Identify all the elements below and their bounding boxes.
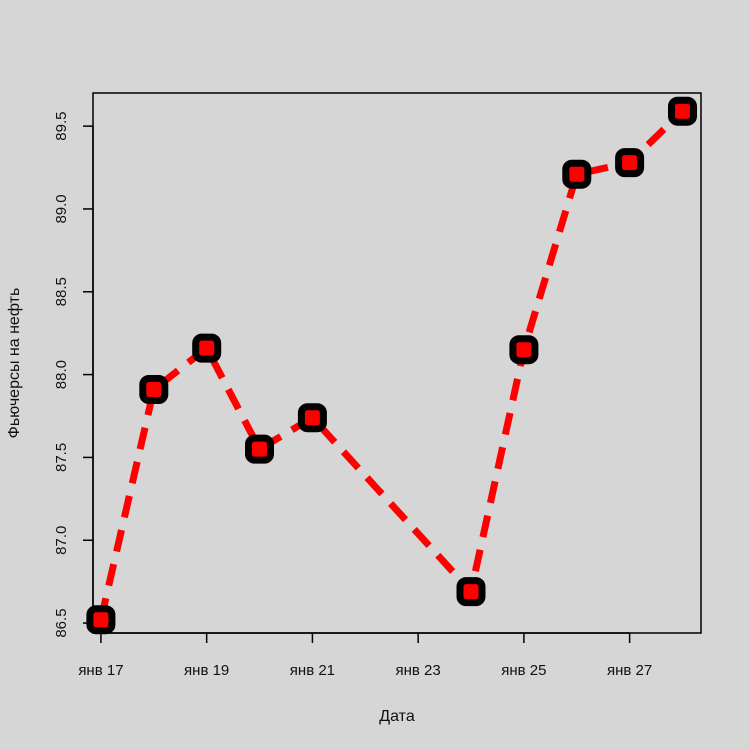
data-point <box>456 577 486 607</box>
y-axis: 86.5 87.0 87.5 88.0 88.5 89.0 89.5 <box>53 112 94 638</box>
y-tick-label: 88.5 <box>53 277 70 306</box>
data-point <box>509 335 539 365</box>
y-axis-title: Фьючерсы на нефть <box>6 288 23 439</box>
data-point <box>668 96 697 126</box>
x-tick-label: янв 21 <box>290 662 335 679</box>
data-point <box>139 375 169 404</box>
series-line <box>97 108 685 621</box>
data-point <box>245 434 274 464</box>
y-tick-label: 89.0 <box>53 194 70 223</box>
x-tick-label: янв 23 <box>396 662 441 679</box>
data-point <box>562 159 592 189</box>
x-axis: янв 17 янв 19 янв 21 янв 23 янв 25 янв 27 <box>78 632 652 679</box>
x-tick-label: янв 19 <box>184 662 229 679</box>
x-tick-label: янв 25 <box>501 662 546 679</box>
data-point <box>192 333 222 363</box>
data-point <box>297 403 327 433</box>
y-tick-label: 88.0 <box>53 360 70 389</box>
x-tick-label: янв 17 <box>78 662 123 679</box>
data-point <box>615 148 645 178</box>
series-layer <box>86 96 697 635</box>
data-point <box>86 605 116 635</box>
x-axis-title: Дата <box>379 708 415 725</box>
x-tick-label: янв 27 <box>607 662 652 679</box>
y-tick-label: 86.5 <box>53 608 70 637</box>
y-tick-label: 87.0 <box>53 526 70 555</box>
y-tick-label: 87.5 <box>53 443 70 472</box>
y-tick-label: 89.5 <box>53 112 70 141</box>
